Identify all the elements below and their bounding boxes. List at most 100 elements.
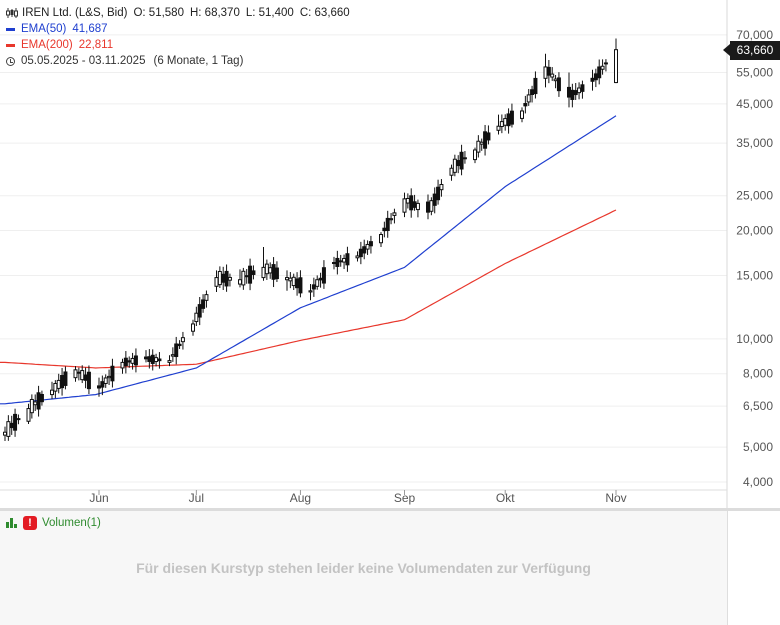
candle-body [365, 243, 370, 250]
candle-body [144, 356, 148, 360]
candle-body [459, 151, 464, 170]
candle-body [580, 84, 585, 92]
candle-body [496, 125, 501, 131]
candle-body [506, 113, 511, 127]
time-axis: Jun Jul Aug Sep Okt Nov [0, 489, 727, 505]
candle-body [432, 193, 437, 206]
volume-panel: ! Volumen(1) Für diesen Kurstyp stehen l… [0, 511, 728, 625]
candle-body [285, 277, 289, 281]
candle-body [503, 118, 508, 126]
candle-body [238, 279, 242, 285]
candle-body [174, 343, 179, 358]
candle-body [385, 217, 390, 231]
candle-body [29, 398, 34, 414]
candle-body [553, 78, 558, 82]
candle-body [412, 201, 417, 208]
candle-body [248, 265, 253, 284]
candle-body [473, 149, 477, 161]
open-value: O: 51,580 [133, 7, 184, 19]
candle-body [73, 369, 78, 379]
period-label: (6 Monate, 1 Tag) [153, 55, 244, 67]
candle-body [221, 273, 226, 283]
candle-body [147, 356, 152, 362]
candle-body [409, 195, 414, 211]
legend-range: 05.05.2025 - 03.11.2025 (6 Monate, 1 Tag… [6, 53, 350, 69]
candle-body [533, 77, 538, 95]
candle-body [227, 276, 232, 281]
volume-title: Volumen(1) [42, 517, 101, 529]
candle-body [415, 202, 420, 211]
legend-instrument-row: IREN Ltd. (L&S, Bid) O: 51,580 H: 68,370… [6, 5, 350, 21]
candle-body [251, 270, 256, 275]
candle-body [167, 360, 172, 363]
candle-body [214, 277, 219, 287]
chart-grid [0, 34, 727, 483]
candle-body [483, 131, 488, 149]
candle-body [452, 158, 457, 173]
x-tick-label: Sep [394, 491, 416, 505]
x-tick-label: Aug [290, 491, 311, 505]
ema50-value: 41,687 [72, 23, 108, 35]
ema200-line [0, 209, 617, 369]
candle-body [526, 94, 531, 103]
price-chart[interactable]: 70,000 55,000 45,000 35,000 25,000 20,000 15,0… [0, 0, 780, 508]
candle-body [556, 77, 561, 92]
candle-body [97, 385, 101, 389]
candle-body [426, 201, 430, 213]
y-tick-label: 15,000 [736, 268, 773, 282]
panel-separator[interactable] [0, 508, 780, 511]
y-tick-label: 8,000 [743, 367, 773, 381]
candle-body [63, 371, 68, 386]
candle-body [543, 66, 548, 79]
candle-body [509, 110, 514, 125]
candle-body [201, 299, 206, 309]
candle-body [244, 275, 249, 278]
candle-body [271, 264, 276, 280]
warning-icon[interactable]: ! [23, 516, 37, 530]
candle-body [332, 262, 336, 265]
candle-body [170, 354, 175, 357]
candle-body [36, 392, 41, 410]
candle-body [345, 253, 350, 266]
candle-body [56, 379, 61, 389]
legend-ema50[interactable]: EMA(50) 41,687 [6, 21, 350, 37]
date-range: 05.05.2025 - 03.11.2025 [21, 55, 146, 67]
candle-body [288, 277, 293, 282]
legend-ema200[interactable]: EMA(200) 22,811 [6, 37, 350, 53]
y-tick-label: 6,500 [743, 399, 773, 413]
candle-body [614, 49, 618, 84]
candle-type-icon [6, 8, 18, 18]
candle-body [191, 323, 195, 332]
candle-body [133, 355, 138, 366]
candle-body [53, 382, 58, 392]
candle-body [389, 218, 394, 221]
candle-body [16, 418, 21, 421]
volume-header: ! Volumen(1) [6, 516, 101, 530]
last-price-badge: 63,660 [723, 41, 780, 60]
candle-body [261, 266, 266, 279]
x-tick-label: Jul [189, 491, 204, 505]
candle-body [479, 141, 484, 145]
y-tick-label: 35,000 [736, 136, 773, 150]
candle-body [154, 357, 159, 363]
candle-body [520, 110, 524, 119]
candle-body [123, 357, 128, 367]
candle-body [379, 234, 383, 244]
candle-body [462, 157, 467, 160]
candle-body [120, 361, 125, 369]
candle-body [86, 371, 91, 390]
candle-body [362, 246, 367, 254]
candle-body [530, 89, 535, 95]
candle-body [274, 267, 279, 280]
candle-body [439, 184, 444, 191]
candle-body [600, 65, 605, 70]
candlestick-series [3, 38, 618, 441]
candle-body [382, 227, 387, 232]
candle-body [13, 413, 18, 431]
x-tick-label: Nov [605, 491, 626, 505]
candle-body [180, 337, 185, 343]
candle-body [338, 260, 343, 263]
candle-body [268, 267, 273, 274]
ema200-label: EMA(200) [21, 39, 73, 51]
candle-body [39, 393, 44, 403]
